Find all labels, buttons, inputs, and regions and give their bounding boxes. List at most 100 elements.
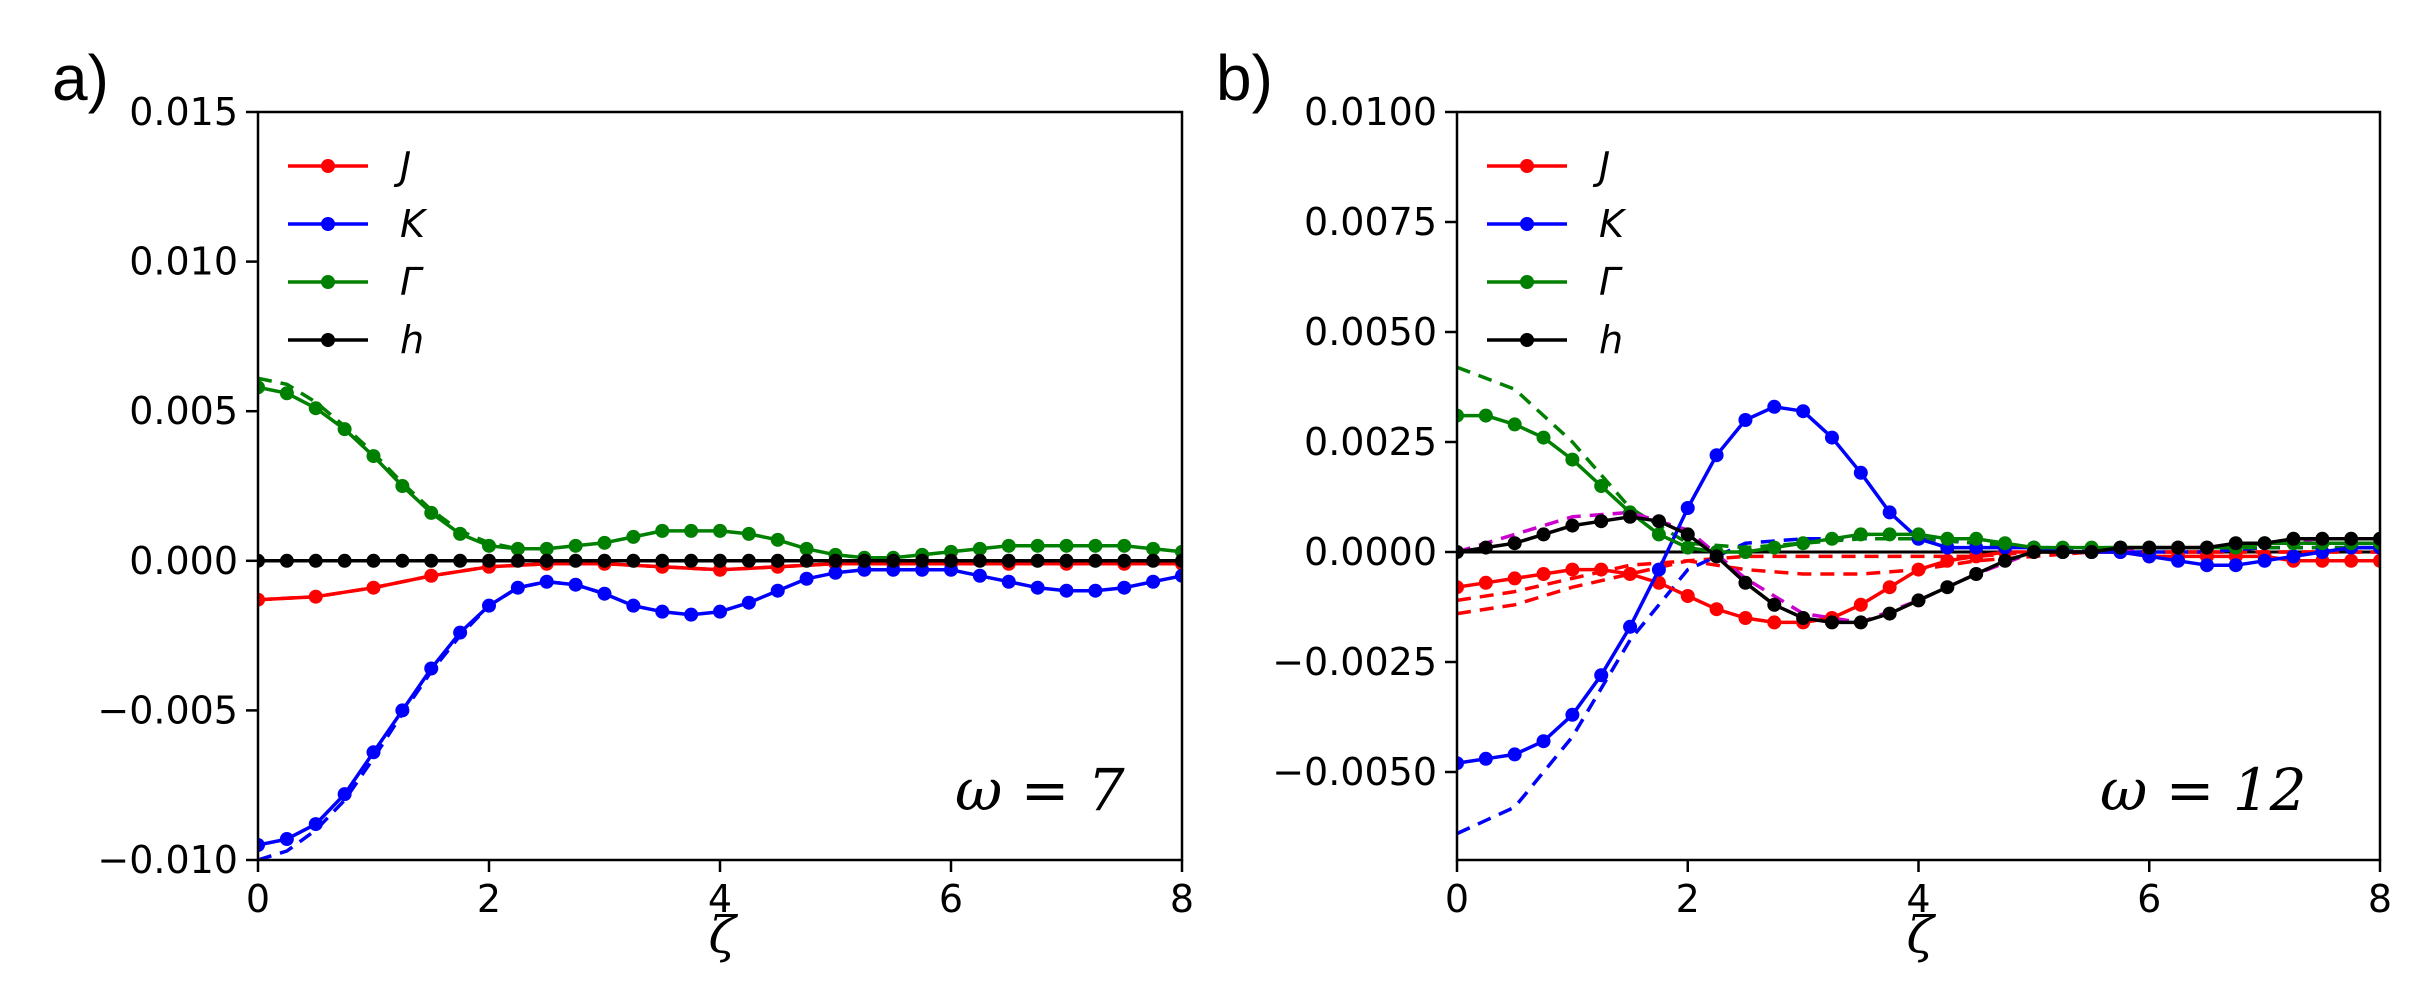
panel-a-series-gamma-point bbox=[258, 380, 265, 395]
panel-b-series-h-point bbox=[1738, 575, 1753, 590]
panel-a-series-k-point bbox=[258, 838, 265, 853]
panel-a-series-h-point bbox=[1059, 553, 1074, 568]
panel-a-legend-marker-k bbox=[321, 217, 335, 231]
panel-a-legend-marker-j bbox=[321, 159, 335, 173]
panel-a-series-h-point bbox=[713, 553, 727, 568]
panel-b-series-gamma-point bbox=[1478, 408, 1493, 423]
panel-a-x-tick-label: 8 bbox=[1170, 877, 1194, 921]
panel-b-series-k-point bbox=[1457, 756, 1464, 771]
panel-a-series-gamma-point bbox=[1030, 538, 1045, 553]
panel-b-series-gamma-point bbox=[1507, 417, 1522, 432]
panel-b-series-j-point bbox=[1623, 567, 1638, 581]
panel-a-series-k-point bbox=[626, 598, 641, 613]
panel-a-series-k-point bbox=[713, 604, 727, 619]
panel-b-series-k-line bbox=[1457, 405, 2380, 765]
panel-a-series-k-point bbox=[539, 574, 554, 589]
panel-b-series-h-point bbox=[1623, 509, 1638, 524]
panel-a-series-h-point bbox=[279, 553, 294, 568]
panel-a-series-h-point bbox=[915, 553, 930, 568]
panel-a-series-h-point bbox=[453, 553, 468, 568]
panel-a-series-gamma-point bbox=[1088, 538, 1103, 553]
panel-a-series-j-point bbox=[424, 568, 439, 583]
panel-a-series-h-point bbox=[482, 553, 496, 568]
panel-b-series-h-point bbox=[1507, 536, 1522, 551]
panel-b-plot-area bbox=[1457, 365, 2380, 836]
panel-a-series-gamma-point bbox=[597, 535, 612, 550]
panel-b-series-h-point bbox=[1998, 553, 2013, 568]
panel-b-series-k-point bbox=[1536, 734, 1551, 749]
panel-a-omega-annotation: ω = 7 bbox=[955, 756, 1125, 824]
panel-b-legend-label-gamma: Γ bbox=[1599, 260, 1623, 304]
panel-b-series-h-point bbox=[1911, 593, 1926, 608]
panel-b-series-h-point bbox=[2344, 531, 2359, 546]
panel-a-series-j-point bbox=[308, 589, 323, 604]
panel-b-series-gamma-point bbox=[1969, 531, 1984, 546]
panel-a-series-gamma-point bbox=[366, 449, 381, 464]
panel-a-series-gamma-point bbox=[770, 532, 785, 547]
panel-b-series-j-point bbox=[1565, 562, 1580, 577]
panel-a-y-tick-label: −0.005 bbox=[97, 688, 238, 732]
panel-b-series-h-point bbox=[2286, 531, 2301, 546]
panel-a-series-h-point bbox=[684, 553, 699, 568]
panel-a-series-h-point bbox=[308, 553, 323, 568]
panel-a-series-k-point bbox=[972, 568, 987, 583]
panel-b-series-k-point bbox=[2199, 558, 2214, 573]
panel-b-series-h-point bbox=[1651, 514, 1666, 529]
panel-b-series-h-point bbox=[1594, 514, 1609, 529]
panel-a-series-k-point bbox=[424, 661, 439, 676]
panel-a-series-h-point bbox=[337, 553, 352, 568]
panel-a-y-tick-label: 0.000 bbox=[129, 539, 238, 583]
panel-a-series-h-point bbox=[1001, 553, 1016, 568]
panel-b-y-tick-label: 0.0100 bbox=[1304, 90, 1437, 134]
panel-a-series-h-point bbox=[597, 553, 612, 568]
panel-b-series-gamma-point bbox=[1824, 531, 1839, 546]
panel-b-legend-marker-j bbox=[1520, 159, 1534, 173]
panel-b-x-tick-label: 8 bbox=[2368, 877, 2392, 921]
panel-a-series-h-point bbox=[424, 553, 439, 568]
panel-a-series-gamma-point bbox=[424, 505, 439, 520]
panel-b-series-h-point bbox=[1478, 540, 1493, 555]
panel-b-series-h-point bbox=[1680, 527, 1695, 542]
panel-b-series-k-point bbox=[2257, 553, 2272, 568]
panel-b-series-k-point bbox=[1882, 505, 1897, 520]
panel-b-series-gamma-point bbox=[1998, 536, 2013, 551]
panel-b-series-h-point bbox=[2026, 545, 2041, 559]
panel-a-series-gamma-point bbox=[395, 479, 410, 493]
panel-a-series-h-point bbox=[626, 553, 641, 568]
panel-a-series-gamma-point bbox=[713, 523, 727, 538]
panel-a-series-h-point bbox=[741, 553, 756, 568]
panel-b-x-tick-label: 0 bbox=[1445, 877, 1469, 921]
panel-b-series-k-point bbox=[1478, 751, 1493, 766]
panel-b-legend-label-j: J bbox=[1592, 144, 1610, 188]
panel-b-series-j-point bbox=[1767, 615, 1782, 630]
panel-a-series-k-point bbox=[1030, 580, 1045, 595]
panel-a-x-axis-label: ζ bbox=[708, 906, 738, 964]
panel-b-series-gamma-point bbox=[1680, 540, 1695, 555]
panel-a-series-gamma-point bbox=[972, 541, 987, 556]
panel-b-series-j-point bbox=[1680, 589, 1695, 603]
panel-a-series-k-dashed-line bbox=[258, 579, 606, 860]
panel-a-series-gamma-point bbox=[741, 526, 756, 541]
panel-a-series-h-point bbox=[770, 553, 785, 568]
panel-b-x-tick-label: 2 bbox=[1676, 877, 1700, 921]
panel-a-chart: a) ω = 7 ζ 0 2 4 6 8 −0.010 −0.005 0.000 0.005 0.… bbox=[52, 42, 1194, 964]
panel-a-series-k-point bbox=[482, 598, 496, 613]
panel-b-legend-label-k: K bbox=[1599, 202, 1627, 246]
panel-a-series-k-point bbox=[453, 625, 468, 640]
panel-a-plot-area bbox=[258, 376, 1182, 860]
panel-a-series-gamma-point bbox=[279, 386, 294, 401]
panel-a-series-k-point bbox=[279, 832, 294, 847]
panel-a-series-h-point bbox=[258, 553, 265, 568]
panel-b-series-j-point bbox=[1709, 602, 1724, 617]
panel-a-y-tick-label: 0.015 bbox=[129, 90, 238, 134]
panel-a-series-k-point bbox=[568, 577, 583, 592]
panel-a-series-gamma-point bbox=[684, 523, 699, 538]
panel-b-x-axis-label: ζ bbox=[1906, 906, 1936, 964]
panel-b-series-k-point bbox=[1767, 399, 1782, 414]
panel-a-x-tick-label: 2 bbox=[477, 877, 501, 921]
panel-b-y-tick-label: −0.0025 bbox=[1272, 640, 1437, 684]
panel-b-series-j-point bbox=[1911, 562, 1926, 577]
panel-a-series-gamma-point bbox=[626, 529, 641, 544]
panel-a-y-tick-label: 0.010 bbox=[129, 240, 238, 284]
